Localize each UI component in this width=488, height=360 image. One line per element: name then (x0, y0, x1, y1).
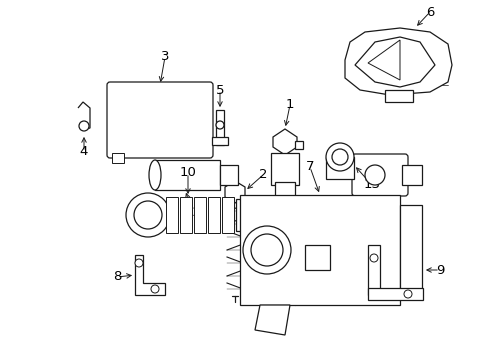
Circle shape (126, 193, 170, 237)
Text: 7: 7 (305, 161, 314, 174)
Circle shape (331, 149, 347, 165)
Circle shape (216, 121, 224, 129)
Bar (222, 197, 234, 233)
Bar (165, 197, 178, 233)
Circle shape (243, 226, 290, 274)
Circle shape (403, 290, 411, 298)
Bar (240, 195, 399, 305)
Bar (216, 110, 224, 145)
Circle shape (369, 254, 377, 262)
Bar (367, 245, 379, 295)
Text: 10: 10 (179, 166, 196, 180)
Bar (305, 245, 329, 270)
Bar (294, 141, 303, 149)
Polygon shape (272, 129, 296, 155)
Text: 2: 2 (258, 168, 267, 181)
Text: 1: 1 (285, 99, 294, 112)
Circle shape (135, 259, 142, 267)
Text: 3: 3 (161, 50, 169, 63)
Bar (180, 197, 192, 233)
Circle shape (364, 165, 384, 185)
Polygon shape (345, 28, 451, 95)
Bar (220, 165, 238, 185)
Bar (401, 165, 421, 185)
Text: 5: 5 (215, 84, 224, 96)
Bar (155, 160, 220, 190)
Text: 8: 8 (113, 270, 121, 284)
Polygon shape (254, 305, 289, 335)
Text: 12: 12 (184, 207, 201, 220)
FancyBboxPatch shape (107, 82, 213, 158)
Bar (212, 137, 227, 145)
Bar (399, 205, 421, 295)
Circle shape (250, 234, 283, 266)
Bar (367, 288, 422, 300)
FancyBboxPatch shape (351, 154, 407, 196)
Bar (207, 197, 220, 233)
Ellipse shape (149, 160, 161, 190)
Text: 11: 11 (376, 208, 393, 221)
Polygon shape (224, 181, 244, 203)
Bar (194, 197, 205, 233)
Circle shape (79, 121, 89, 131)
Circle shape (151, 285, 159, 293)
Polygon shape (354, 37, 434, 87)
Text: 4: 4 (80, 145, 88, 158)
Text: 9: 9 (435, 264, 443, 276)
Polygon shape (367, 40, 399, 80)
Circle shape (325, 143, 353, 171)
Bar (236, 199, 256, 231)
Text: 13: 13 (363, 179, 380, 192)
Text: 6: 6 (425, 5, 433, 18)
Circle shape (134, 201, 162, 229)
Bar (274, 182, 294, 215)
Bar (325, 157, 353, 179)
Polygon shape (276, 215, 292, 227)
Bar (112, 153, 124, 163)
Bar (384, 90, 412, 102)
Polygon shape (135, 255, 164, 295)
Bar (270, 153, 298, 185)
